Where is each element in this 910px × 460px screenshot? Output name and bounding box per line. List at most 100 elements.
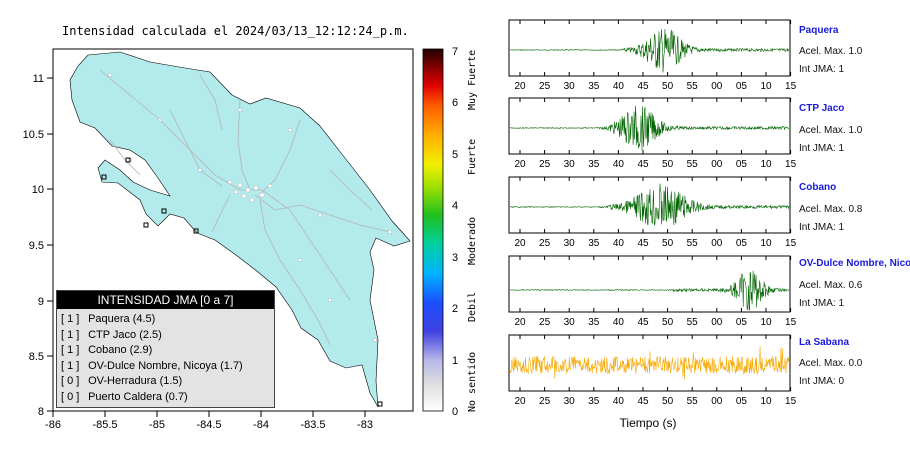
station-jma-ctp-jaco: Int JMA: 1 (799, 143, 845, 154)
time-tick-label: 55 (687, 317, 699, 328)
colorbar-label-moderado: Moderado (467, 216, 478, 265)
time-tick-label: 40 (613, 238, 625, 249)
legend-station: OV-Dulce Nombre, Nicoya (1.7) (88, 359, 243, 372)
lon-tick-label: -85.5 (92, 419, 117, 431)
time-tick-label: 05 (736, 81, 748, 92)
time-tick-label: 25 (539, 159, 551, 170)
lat-tick-label: 9 (38, 296, 44, 308)
time-tick-label: 40 (613, 396, 625, 407)
time-tick-label: 15 (785, 396, 797, 407)
station-name-ctp-jaco: CTP Jaco (799, 103, 845, 114)
time-tick-label: 15 (785, 81, 797, 92)
legend-row: [ 1 ] Cobano (2.9) (57, 343, 274, 359)
time-tick-label: 10 (760, 159, 772, 170)
lat-tick-labels: 11 10.5 10 9.5 9 8.5 8 (23, 73, 44, 418)
waveform-trace (510, 29, 790, 73)
time-tick-label: 00 (711, 81, 723, 92)
time-tick-label: 10 (760, 81, 772, 92)
waveform-frame (508, 176, 791, 234)
time-tick-label: 25 (539, 396, 551, 407)
station-marker-ov-dulce-nombre (101, 174, 107, 180)
waveform-trace (509, 270, 790, 311)
legend-row: [ 1 ] OV-Dulce Nombre, Nicoya (1.7) (57, 359, 274, 375)
waveform-trace (509, 105, 790, 151)
legend-level: [ 1 ] (61, 359, 80, 372)
station-marker-cobano (143, 222, 149, 228)
time-tick-label: 35 (588, 159, 600, 170)
colorbar-label-debil: Debil (467, 291, 478, 322)
time-tick-label: 15 (785, 317, 797, 328)
colorbar-tick: 0 (452, 406, 458, 418)
legend-row: [ 1 ] Paquera (4.5) (57, 312, 274, 328)
station-accel-la-sabana: Acel. Max. 0.0 (799, 358, 863, 369)
colorbar-tick: 7 (452, 46, 458, 58)
waveform-frame (508, 97, 791, 155)
time-tick-label: 20 (514, 159, 526, 170)
time-tick-label: 30 (564, 81, 576, 92)
legend-station: Paquera (4.5) (88, 313, 156, 325)
map-title: Intensidad calculada el 2024/03/13_12:12… (62, 24, 409, 38)
time-tick-label: 35 (588, 238, 600, 249)
colorbar-tick: 5 (452, 149, 458, 161)
time-tick-label: 00 (711, 159, 723, 170)
time-tick-label: 15 (785, 238, 797, 249)
waveform-panel: 20 25 30 35 40 45 50 55 00 05 10 15 (508, 97, 797, 170)
time-tick-label: 50 (662, 396, 674, 407)
lon-tick-label: -84.5 (196, 419, 221, 431)
time-tick-label: 05 (736, 396, 748, 407)
station-accel-ctp-jaco: Acel. Max. 1.0 (799, 125, 863, 136)
legend-row: [ 0 ] Puerto Caldera (0.7) (57, 390, 274, 406)
time-tick-label: 00 (711, 396, 723, 407)
station-accel-ov-dulce-nombre: Acel. Max. 0.6 (799, 280, 863, 291)
time-tick-label: 25 (539, 81, 551, 92)
legend-level: [ 1 ] (61, 328, 80, 341)
time-tick-label: 35 (588, 396, 600, 407)
time-tick-label: 20 (514, 81, 526, 92)
colorbar-tick: 4 (452, 200, 458, 212)
time-tick-label: 55 (687, 238, 699, 249)
legend-level: [ 1 ] (61, 344, 80, 356)
station-jma-ov-dulce-nombre: Int JMA: 1 (799, 298, 845, 309)
colorbar-tick: 3 (452, 252, 458, 264)
legend-title: INTENSIDAD JMA [0 a 7] (57, 291, 274, 309)
colorbar-tick: 1 (452, 355, 458, 367)
costa-rica-landmass (69, 51, 411, 408)
station-jma-paquera: Int JMA: 1 (799, 64, 845, 75)
intensity-legend: INTENSIDAD JMA [0 a 7] [ 1 ] Paquera (4.… (56, 290, 275, 408)
colorbar-label-fuerte: Fuerte (467, 138, 478, 175)
lon-tick-label: -85 (149, 419, 165, 431)
time-tick-label: 50 (662, 317, 674, 328)
time-tick-label: 25 (539, 238, 551, 249)
time-tick-label: 10 (760, 317, 772, 328)
legend-level: [ 0 ] (61, 375, 80, 387)
colorbar-tick-labels: 0 1 2 3 4 5 6 7 (452, 46, 458, 418)
station-marker-puerto-caldera (125, 157, 131, 163)
legend-station: OV-Herradura (1.5) (88, 375, 183, 387)
lon-tick-label: -84 (253, 419, 269, 431)
lon-tick-label: -83.5 (300, 419, 325, 431)
time-tick-label: 25 (539, 317, 551, 328)
map-axis-ticks (47, 77, 366, 417)
time-tick-label: 55 (687, 396, 699, 407)
time-tick-label: 40 (613, 317, 625, 328)
lon-tick-label: -86 (45, 419, 61, 431)
time-tick-label: 20 (514, 238, 526, 249)
time-tick-label: 30 (564, 317, 576, 328)
intensity-colorbar (422, 48, 444, 412)
lon-tick-labels: -86 -85.5 -85 -84.5 -84 -83.5 -83 (45, 419, 373, 431)
colorbar-tick: 2 (452, 303, 458, 315)
time-tick-label: 20 (514, 396, 526, 407)
time-tick-label: 05 (736, 238, 748, 249)
legend-station: Puerto Caldera (0.7) (88, 390, 188, 403)
waveform-trace (509, 346, 790, 380)
colorbar-tick: 6 (452, 97, 458, 109)
time-tick-label: 35 (588, 81, 600, 92)
waveform-panels: 20 25 30 35 40 45 50 55 00 05 10 15 20 25 30 35 40 45 50 55… (508, 19, 797, 407)
lat-tick-label: 11 (33, 73, 44, 85)
time-tick-label: 10 (760, 238, 772, 249)
station-accel-paquera: Acel. Max. 1.0 (799, 46, 863, 57)
legend-level: [ 1 ] (61, 313, 80, 325)
station-name-la-sabana: La Sabana (799, 337, 850, 348)
time-tick-label: 05 (736, 317, 748, 328)
